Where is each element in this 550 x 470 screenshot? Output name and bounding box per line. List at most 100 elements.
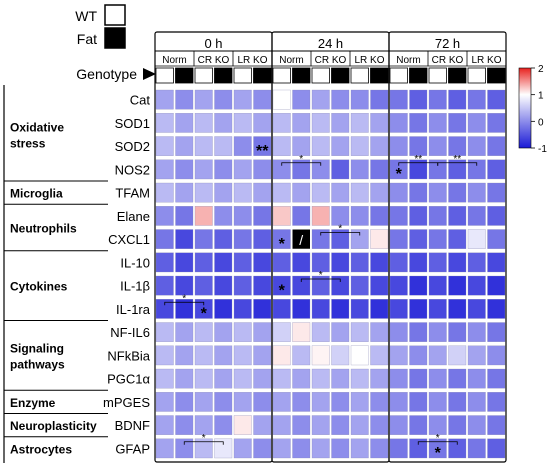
heatmap-cell [331,368,350,389]
heatmap-cell [292,322,311,342]
heatmap-cell [428,415,447,435]
significance-bracket [164,301,205,306]
heatmap-cell [370,206,389,226]
heatmap-cell [194,275,213,296]
heatmap-cell [487,368,506,389]
heatmap-cell [350,415,369,435]
significance-bracket-label: * [182,293,186,304]
heatmap-cell [311,206,330,226]
heatmap-cell [331,345,350,366]
heatmap-cell [292,182,311,203]
heatmap-cell [214,275,233,296]
heatmap-cell [467,159,486,180]
heatmap-cell [487,415,506,435]
heatmap-cell [233,206,252,226]
genotype-cell-wt [311,67,330,84]
heatmap-cell [214,206,233,226]
group-label: CR KO [432,55,464,66]
heatmap-cell [155,136,174,156]
heatmap-cell [233,89,252,110]
panel-24h: 24 h Norm CR KO LR KO / [271,31,390,463]
heatmap-cell [467,206,486,226]
heatmap-cell [389,299,408,319]
heatmap-cell [292,392,311,412]
heatmap-cell [311,415,330,435]
significance-bracket [300,278,341,282]
colorbar-gradient [518,67,532,149]
panel-title: 0 h [204,36,222,51]
heatmap-cell [155,89,174,110]
heatmap-cell [487,206,506,226]
heatmap-cell [428,345,447,366]
heatmap-cell [448,368,467,389]
heatmap-cell [214,113,233,133]
heatmap-cell [233,415,252,435]
panel-title: 24 h [318,36,343,51]
category-label: Enzyme [10,396,56,410]
heatmap-cell [467,136,486,156]
heatmap-cell [331,299,350,319]
heatmap-cell [350,113,369,133]
missing-cell-mark: / [299,232,303,248]
panel-0h: 0 h Norm CR KO LR KO [154,31,273,463]
heatmap-cell [487,299,506,319]
heatmap-cell [214,368,233,389]
genotype-cell-wt [350,67,369,84]
heatmap-cell [155,229,174,249]
heatmap-cell [194,89,213,110]
heatmap-cell [428,89,447,110]
significance-bracket [320,232,361,236]
heatmap-cell [467,252,486,273]
heatmap-cell [409,392,428,412]
gene-label: NF-IL6 [110,325,150,340]
heatmap-cell [175,438,194,459]
heatmap-cell [253,113,272,133]
heatmap-cell [487,392,506,412]
heatmap-cell [253,136,272,156]
heatmap-cell [194,415,213,435]
heatmap-cell [428,368,447,389]
heatmap-cell [409,252,428,273]
heatmap-cell [350,368,369,389]
heatmap-cell [467,299,486,319]
genotype-cell-fat [175,67,194,84]
heatmap-cell [175,159,194,180]
genotype-cell-fat [448,67,467,84]
colorbar-tick-label: -1 [538,144,547,155]
heatmap-cell [175,368,194,389]
genotype-cell-fat [292,67,311,84]
category-label-line: Microglia [10,187,63,201]
group-label: LR KO [471,55,501,66]
heatmap-cell [311,299,330,319]
heatmap-cell [350,182,369,203]
heatmap-cell [253,159,272,180]
heatmap-cell [389,415,408,435]
heatmap-cell [292,113,311,133]
heatmap-cell [350,345,369,366]
heatmap-cell [292,368,311,389]
heatmap-cell [487,159,506,180]
group-label: CR KO [198,55,230,66]
colorbar-tick-label: 1 [538,91,544,102]
heatmap-cell [214,89,233,110]
significance-star: * [279,236,286,253]
heatmap-cell [389,368,408,389]
heatmap-cell [448,182,467,203]
heatmap-cell [175,252,194,273]
gene-label: NOS2 [115,162,150,177]
heatmap-cell [311,275,330,296]
heatmap-cell [272,252,291,273]
genotype-cell-fat [214,67,233,84]
heatmap-cell [311,136,330,156]
heatmap-cell [272,368,291,389]
heatmap-cell [389,229,408,249]
heatmap-cell [370,113,389,133]
genotype-cell-wt [194,67,213,84]
genotype-cell-wt [467,67,486,84]
heatmap-cell [331,392,350,412]
category-labels: Oxidative stress Microglia Neutrophils Cytok… [3,85,108,463]
heatmap-cell [389,89,408,110]
heatmap-cell [311,229,330,249]
heatmap-cell [194,113,213,133]
heatmap-cell [389,438,408,459]
